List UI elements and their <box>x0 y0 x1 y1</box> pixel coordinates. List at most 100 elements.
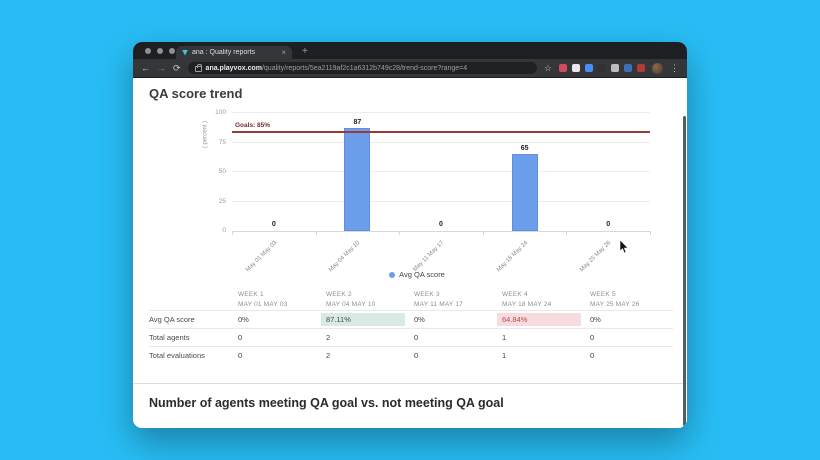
bar-value-label: 87 <box>353 119 362 127</box>
table-cell: 0% <box>414 314 425 324</box>
new-tab-button[interactable]: + <box>302 46 308 57</box>
table-header-dates: MAY 11 MAY 17 <box>414 300 463 308</box>
table-cell: 0 <box>590 350 595 360</box>
table-cell: 0 <box>414 332 419 342</box>
table-row-label: Total evaluations <box>149 350 205 360</box>
page-url: ana.playvox.com/quality/reports/5ea2119a… <box>206 65 468 72</box>
window-minimize-button[interactable] <box>157 48 163 54</box>
scrollbar-thumb[interactable] <box>683 116 686 426</box>
table-row: Total agents 0 2 0 1 0 <box>149 327 673 346</box>
y-tick-label: 75 <box>218 138 226 146</box>
table-cell: 0 <box>590 332 595 342</box>
x-axis-tick <box>566 231 568 235</box>
table-cell: 0% <box>590 314 601 324</box>
y-tick-label: 0 <box>222 227 226 234</box>
table-cell: 1 <box>502 332 507 342</box>
gridline <box>232 141 650 143</box>
table-cell: 1 <box>502 350 507 360</box>
table-cell: 0 <box>238 350 243 360</box>
table-header-week: WEEK 5 <box>590 291 616 298</box>
table-header-cell: WEEK 4 MAY 18 MAY 24 <box>497 290 585 310</box>
tab-title: ana : Quality reports <box>192 49 256 56</box>
extension-icon-7[interactable] <box>637 64 645 72</box>
table-header-cell: WEEK 2 MAY 04 MAY 10 <box>321 290 409 310</box>
section2-title: Number of agents meeting QA goal vs. not… <box>149 396 504 410</box>
summary-table: WEEK 1 MAY 01 MAY 03 WEEK 2 MAY 04 MAY 10 WE… <box>149 290 673 364</box>
table-header-row: WEEK 1 MAY 01 MAY 03 WEEK 2 MAY 04 MAY 10 WE… <box>149 290 673 310</box>
x-axis-tick <box>650 231 651 235</box>
table-cell: 64.84% <box>497 312 581 326</box>
table-header-week: WEEK 2 <box>326 291 352 298</box>
forward-icon[interactable]: → <box>157 62 166 73</box>
profile-avatar[interactable] <box>652 62 663 74</box>
tab-favicon-icon <box>182 49 188 56</box>
browser-toolbar: ← → ⟳ ana.playvox.com/quality/reports/5e… <box>133 59 687 78</box>
extensions-row <box>559 64 645 72</box>
table-cell: 2 <box>326 332 331 342</box>
legend-label: Avg QA score <box>399 270 445 279</box>
x-axis-label: May 01 May 03 <box>244 240 279 274</box>
table-cell: 2 <box>326 350 331 360</box>
legend-dot-icon <box>389 271 396 278</box>
x-axis-tick <box>482 231 484 235</box>
gridline <box>232 112 650 113</box>
x-axis-tick <box>232 231 233 235</box>
back-icon[interactable]: ← <box>141 62 150 73</box>
table-header-dates: MAY 25 MAY 26 <box>590 300 640 308</box>
page-title: QA score trend <box>149 86 243 101</box>
bar <box>511 154 538 231</box>
tab-bar: ana : Quality reports × + <box>133 42 687 59</box>
x-axis-label: May 25 May 26 <box>579 240 613 274</box>
x-axis-label: May 11 May 17 <box>412 240 446 273</box>
gridline <box>232 171 650 172</box>
extension-icon-1[interactable] <box>559 64 567 72</box>
x-axis-tick <box>315 231 317 235</box>
window-controls <box>145 48 175 54</box>
table-header-dates: MAY 18 MAY 24 <box>502 300 552 308</box>
page-content: QA score trend ( percent ) 0 25 50 75 100 0 87… <box>133 78 687 428</box>
table-header-week: WEEK 4 <box>502 291 528 298</box>
url-path: /quality/reports/5ea2119af2c1a6312b749c2… <box>261 64 468 72</box>
extension-icon-4[interactable] <box>598 64 606 72</box>
x-axis-tick <box>399 231 401 235</box>
gridline <box>232 200 650 202</box>
reload-icon[interactable]: ⟳ <box>173 62 181 73</box>
table-cell: 0 <box>414 350 419 360</box>
extension-icon-3[interactable] <box>585 64 593 72</box>
y-tick-label: 100 <box>215 109 226 116</box>
lock-icon <box>194 64 202 72</box>
x-axis-label: May 18 May 24 <box>495 240 529 274</box>
table-header-spacer <box>149 290 233 310</box>
chart-legend: Avg QA score <box>208 270 626 279</box>
table-row: Avg QA score 0% 87.11% 0% 64.84% 0% <box>149 309 673 328</box>
table-cell: 0 <box>238 332 243 342</box>
browser-tab[interactable]: ana : Quality reports × <box>176 46 292 59</box>
x-axis-label: May 04 May 10 <box>328 240 362 274</box>
window-close-button[interactable] <box>145 48 151 54</box>
bookmark-star-icon[interactable]: ☆ <box>543 62 552 73</box>
mouse-cursor <box>619 239 630 254</box>
extension-icon-5[interactable] <box>611 64 619 72</box>
bar-value-label: 0 <box>439 221 443 228</box>
table-body: Avg QA score 0% 87.11% 0% 64.84% 0% Total agen… <box>149 309 673 364</box>
goal-line <box>232 130 650 133</box>
extension-icon-6[interactable] <box>624 64 632 72</box>
section-divider <box>133 383 687 384</box>
goal-label: Goals: 85% <box>235 121 271 129</box>
y-tick-label: 50 <box>218 168 226 175</box>
table-row: Total evaluations 0 2 0 1 0 <box>149 345 673 364</box>
table-header-dates: MAY 04 MAY 10 <box>326 300 376 308</box>
window-maximize-button[interactable] <box>169 48 175 54</box>
extension-icon-2[interactable] <box>572 64 580 72</box>
table-header-week: WEEK 3 <box>414 291 440 298</box>
table-header-cell: WEEK 1 MAY 01 MAY 03 <box>233 290 321 310</box>
tab-close-icon[interactable]: × <box>281 47 286 57</box>
address-bar[interactable]: ana.playvox.com/quality/reports/5ea2119a… <box>187 62 537 74</box>
bar-value-label: 0 <box>271 221 276 228</box>
table-row-label: Avg QA score <box>149 314 195 324</box>
browser-menu-icon[interactable]: ⋮ <box>670 62 679 73</box>
bar-value-label: 0 <box>606 221 611 228</box>
url-domain: ana.playvox.com <box>205 64 262 72</box>
bar-value-label: 65 <box>520 145 529 153</box>
